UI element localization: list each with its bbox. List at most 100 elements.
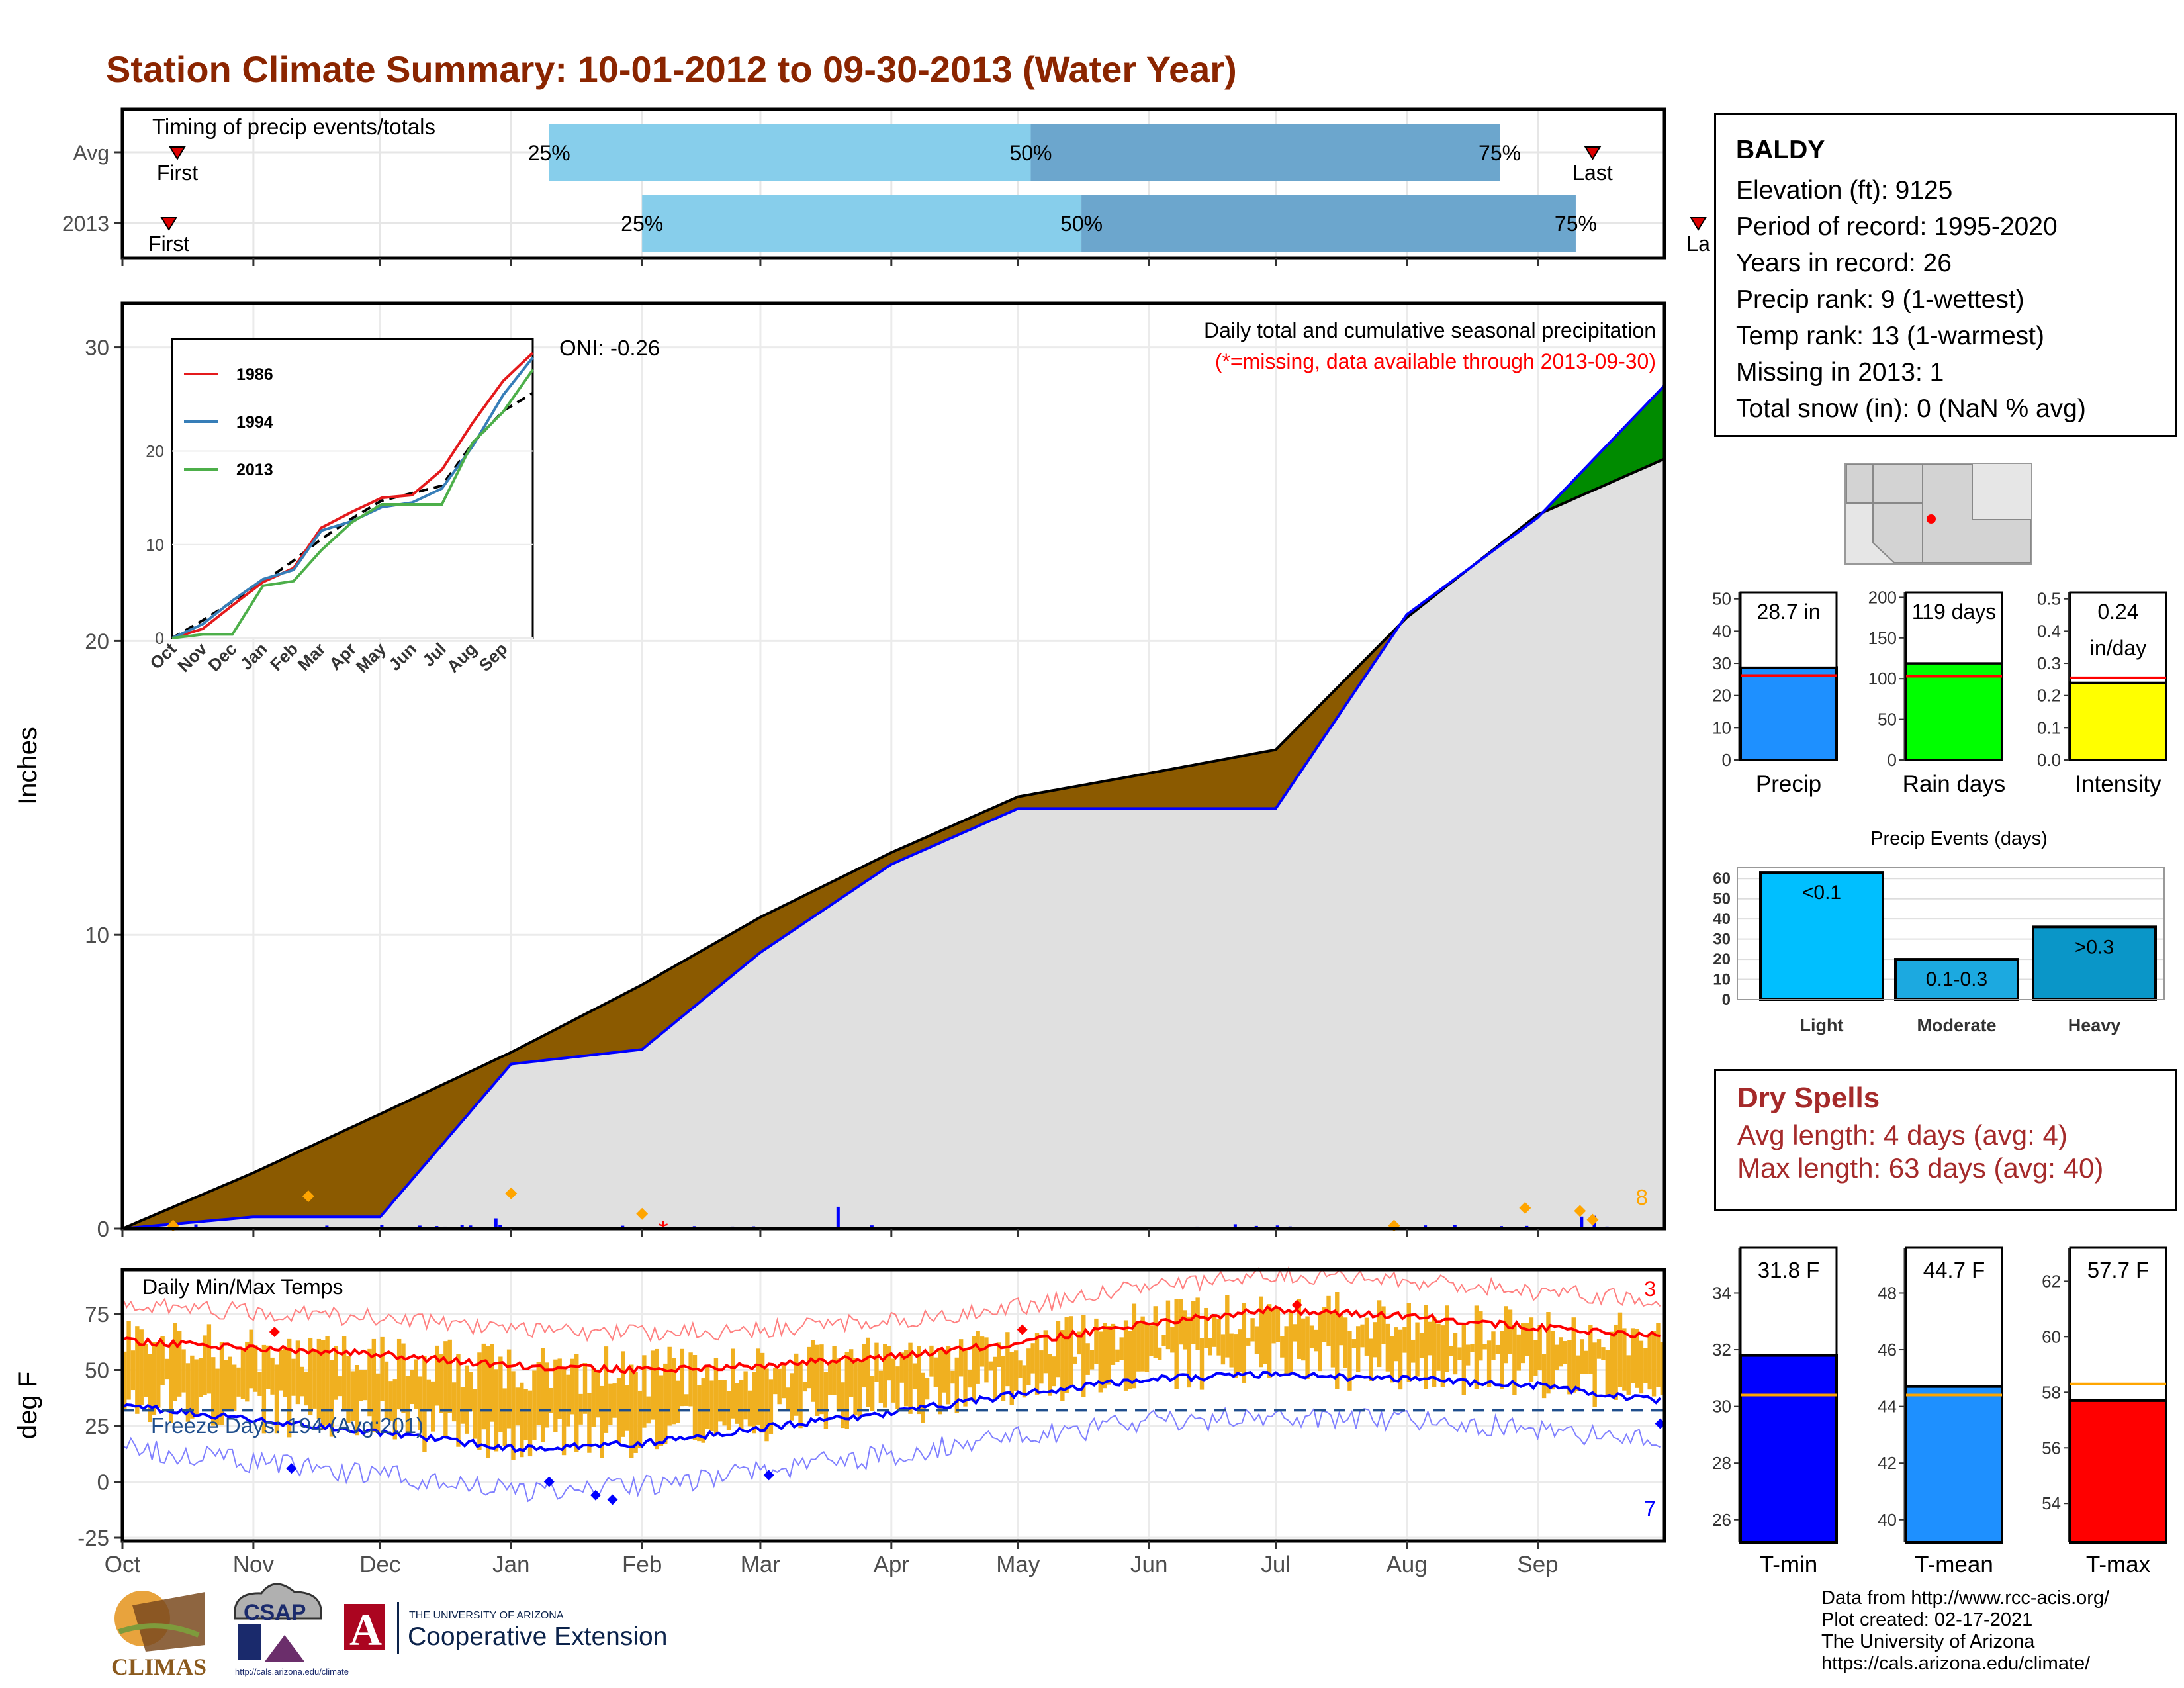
daily-temp-bar: [895, 1366, 900, 1409]
temp-y-axis-label: deg F: [13, 1372, 42, 1439]
ua-block-a-icon: [344, 1604, 385, 1650]
daily-temp-bar: [126, 1321, 131, 1400]
dry-spells-box: Dry Spells Avg length: 4 days (avg: 4) M…: [1714, 1069, 2177, 1211]
avg-cumulative-line: [122, 457, 1665, 1230]
timing-pct-label: 50%: [1060, 212, 1103, 236]
daily-temp-bar: [257, 1372, 262, 1396]
daily-temp-bar: [1525, 1323, 1529, 1356]
record-high-count: 3: [1644, 1277, 1656, 1301]
daily-temp-bar: [1039, 1350, 1044, 1384]
precip-event-bar-label: <0.1: [1802, 882, 1841, 904]
daily-temp-bar: [1301, 1318, 1306, 1361]
daily-temp-bar: [650, 1350, 655, 1420]
credits: Data from http://www.rcc-acis.org/ Plot …: [1821, 1587, 2109, 1675]
mini-y-tick-label: 150: [1868, 628, 1897, 648]
daily-temp-bar: [1107, 1326, 1111, 1385]
daily-temp-bar: [1267, 1304, 1272, 1378]
daily-temp-bar: [414, 1359, 418, 1409]
daily-temp-bar: [245, 1341, 250, 1402]
extreme-precip-marker: [302, 1190, 314, 1203]
daily-temp-bar: [967, 1370, 972, 1388]
daily-temp-bar: [1461, 1324, 1466, 1395]
month-tick-label: Jul: [1261, 1552, 1291, 1577]
daily-temp-bar: [731, 1348, 735, 1419]
precip-y-tick-label: 30: [85, 336, 109, 360]
daily-temp-bar: [629, 1364, 634, 1458]
daily-temp-bar: [1330, 1313, 1336, 1368]
daily-temp-bar: [1402, 1327, 1407, 1353]
daily-temp-bar: [1220, 1334, 1226, 1365]
daily-temp-bar: [367, 1348, 372, 1417]
month-tick-label: Sep: [1517, 1552, 1558, 1577]
daily-temp-bar: [786, 1387, 790, 1409]
daily-temp-bar: [1643, 1348, 1648, 1383]
timing-pct-label: 25%: [528, 141, 570, 165]
mini-bar-label: Rain days: [1903, 771, 2006, 797]
daily-temp-bar: [938, 1348, 942, 1415]
daily-temp-bar: [515, 1387, 520, 1426]
first-label: First: [148, 232, 189, 256]
daily-temp-bar: [481, 1343, 486, 1430]
station-elevation: Elevation (ft): 9125: [1736, 176, 1953, 205]
daily-temp-bar: [958, 1339, 964, 1377]
daily-temp-bar: [929, 1345, 934, 1377]
extreme-precip-marker: [1519, 1201, 1531, 1214]
mini-bar-value: 28.7 in: [1756, 600, 1820, 624]
daily-temp-bar: [870, 1376, 875, 1411]
inset-y-tick-label: 0: [155, 630, 164, 648]
precip-event-bar: [2032, 925, 2157, 1002]
avg-cumulative-area: [122, 459, 1664, 1229]
mini-y-tick-label: 30: [1712, 653, 1731, 673]
daily-temp-bar: [912, 1363, 917, 1389]
daily-temp-bar: [997, 1342, 1001, 1368]
month-tick-label: Apr: [874, 1552, 910, 1577]
daily-temp-bar: [574, 1354, 579, 1452]
mini-y-tick-label: 0.0: [2037, 750, 2061, 770]
daily-temp-bar: [1453, 1333, 1458, 1375]
page-title: Station Climate Summary: 10-01-2012 to 0…: [106, 48, 1237, 90]
daily-temp-bar: [553, 1359, 558, 1432]
last-marker-icon: [1584, 146, 1602, 160]
temp-bar-label: T-max: [2086, 1552, 2151, 1577]
daily-temp-bar: [1432, 1317, 1437, 1387]
daily-precip-bar: [460, 1225, 464, 1229]
ua-divider: [397, 1602, 399, 1654]
daily-temp-bar: [1242, 1303, 1247, 1383]
daily-temp-bar: [1601, 1347, 1606, 1360]
daily-temp-bar: [866, 1337, 870, 1407]
daily-temp-bar: [1225, 1295, 1230, 1358]
daily-temp-bar: [1293, 1324, 1297, 1342]
daily-temp-bar: [1465, 1344, 1471, 1366]
daily-temp-bar: [811, 1340, 815, 1402]
climas-logo[interactable]: CLIMAS: [111, 1591, 206, 1680]
daily-temp-bar: [857, 1362, 862, 1418]
daily-temp-bar: [1157, 1347, 1162, 1360]
station-missing: Missing in 2013: 1: [1736, 358, 1944, 387]
daily-temp-bar: [570, 1358, 575, 1415]
daily-temp-bar: [181, 1349, 186, 1393]
timing-pct-label: 25%: [621, 212, 663, 236]
daily-temp-bar: [747, 1390, 752, 1427]
daily-temp-bar: [1449, 1346, 1453, 1357]
daily-temp-bar: [376, 1373, 381, 1433]
daily-temp-bar: [1229, 1333, 1234, 1368]
daily-temp-bar: [1394, 1327, 1398, 1362]
daily-temp-bar: [798, 1362, 803, 1429]
daily-temp-bar: [1043, 1330, 1048, 1374]
precip-y-tick-label: 10: [85, 923, 109, 947]
daily-temp-bar: [1516, 1334, 1521, 1371]
daily-temp-bar: [266, 1345, 271, 1389]
daily-temp-bar: [346, 1356, 351, 1423]
mini-bar-value: 119 days: [1912, 600, 1997, 624]
daily-temp-bar: [1588, 1325, 1593, 1374]
ua-logo[interactable]: A THE UNIVERSITY OF ARIZONA Cooperative …: [344, 1602, 667, 1655]
csap-logo[interactable]: CSAP http://cals.arizona.edu/climate: [234, 1583, 349, 1677]
daily-temp-bar: [410, 1370, 414, 1405]
station-info-box: BALDY Elevation (ft): 9125 Period of rec…: [1714, 113, 2177, 437]
daily-temp-bar: [1584, 1350, 1589, 1374]
daily-temp-bar: [1592, 1342, 1597, 1407]
daily-temp-bar: [887, 1346, 891, 1381]
first-marker-icon: [160, 217, 178, 231]
daily-temp-bar: [122, 1351, 127, 1410]
